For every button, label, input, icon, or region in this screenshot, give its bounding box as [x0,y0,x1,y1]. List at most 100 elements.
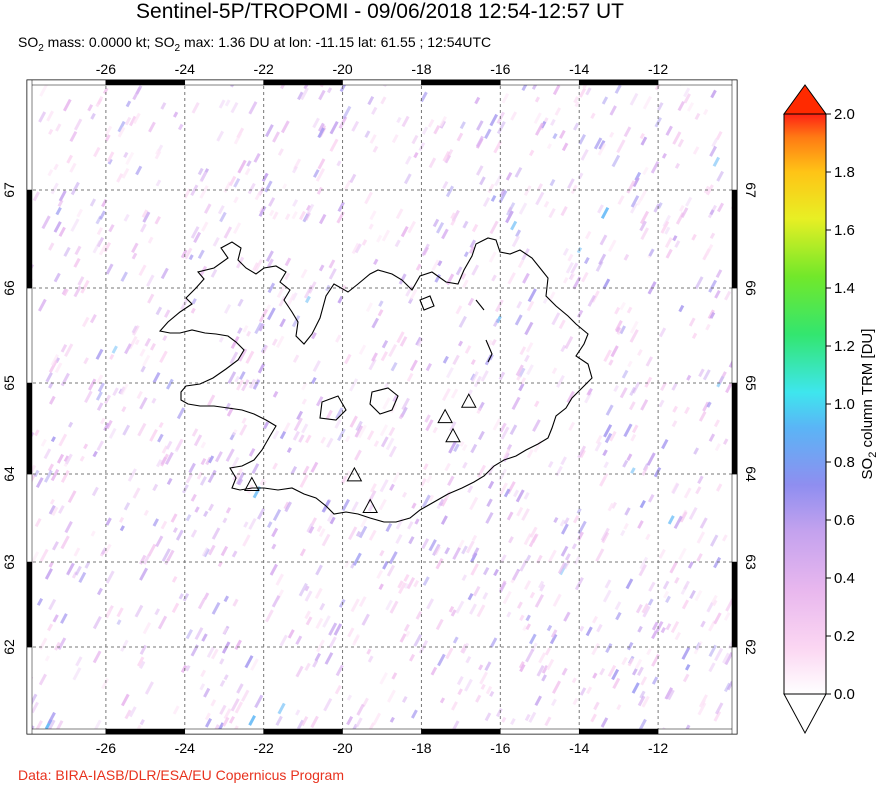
so2-pixel [34,429,40,437]
so2-pixel [235,379,244,391]
so2-pixel [411,502,417,509]
so2-pixel [688,317,696,327]
so2-pixel [525,623,532,631]
so2-pixel [272,131,280,143]
so2-pixel [570,262,579,275]
so2-pixel [351,501,359,512]
so2-pixel [553,517,559,524]
so2-pixel [576,507,582,515]
so2-pixel [248,447,256,457]
so2-pixel [475,135,484,148]
so2-pixel [380,436,389,448]
so2-pixel [291,211,298,220]
frame-band-top [342,79,422,86]
so2-pixel [178,593,184,600]
so2-pixel [371,352,378,362]
map-frame-ruler [26,79,738,735]
so2-pixel [486,498,493,508]
so2-pixel [246,484,254,494]
colorbar-tick-label: 1.2 [834,338,855,355]
so2-pixel [674,577,680,584]
so2-pixel [316,186,323,195]
so2-pixel [669,560,679,574]
so2-pixel [435,558,444,570]
so2-pixel [241,689,250,702]
so2-pixel [664,237,673,249]
lon-tick-label-top: -22 [254,61,274,77]
so2-pixel [103,543,112,556]
so2-pixel [501,716,507,723]
so2-pixel [568,421,576,431]
so2-pixel [300,268,308,279]
so2-pixel [320,436,327,444]
so2-pixel [632,424,639,434]
so2-pixel [386,564,395,577]
so2-pixel [193,434,203,447]
so2-pixel [277,702,286,715]
so2-pixel [246,160,252,167]
so2-pixel [60,535,70,550]
so2-pixel [194,627,204,641]
so2-pixel [74,245,82,256]
so2-pixel [172,705,180,715]
so2-pixel [683,87,691,98]
so2-pixel [144,337,152,347]
so2-pixel [233,222,242,235]
so2-pixel [139,567,149,581]
so2-pixel [702,369,711,381]
so2-pixel [92,615,102,630]
so2-pixel [147,236,154,244]
so2-pixel [207,469,217,484]
so2-pixel [619,301,626,311]
so2-pixel [715,269,723,279]
so2-pixel [180,664,188,674]
so2-pixel [259,478,265,486]
so2-pixel [493,140,503,154]
so2-pixel [637,349,643,357]
so2-pixel [298,582,308,597]
so2-pixel [252,379,261,390]
so2-pixel [38,111,47,123]
so2-pixel [700,620,706,628]
so2-pixel [247,182,256,195]
so2-pixel [358,525,368,539]
so2-pixel [409,653,415,662]
so2-pixel [211,527,221,540]
so2-pixel [500,426,510,440]
so2-pixel [185,629,193,640]
so2-pixel [329,120,339,135]
so2-pixel [660,381,668,392]
so2-pixel [574,101,580,108]
so2-pixel [237,159,247,174]
so2-pixel [134,604,144,618]
so2-pixel [507,272,516,285]
so2-pixel [608,359,614,366]
so2-pixel [118,516,125,523]
so2-pixel [552,133,558,140]
colorbar-tick-label: 2.0 [834,106,855,123]
so2-pixel [517,259,525,269]
so2-pixel [437,653,446,667]
so2-pixel [406,372,414,382]
so2-pixel [698,411,707,422]
so2-pixel [388,551,398,565]
so2-pixel [651,676,659,685]
so2-pixel [389,600,399,614]
so2-pixel [691,332,698,340]
so2-pixel [456,132,464,142]
so2-pixel [470,563,479,576]
so2-pixel [646,452,656,466]
so2-pixel [641,603,649,614]
so2-pixel [476,407,483,415]
so2-pixel [598,140,606,150]
so2-pixel [658,548,666,559]
so2-pixel [199,476,207,486]
so2-pixel [558,319,566,330]
so2-pixel [566,390,575,404]
so2-pixel [304,212,311,221]
so2-pixel [406,577,416,590]
so2-pixel [196,471,203,480]
lon-tick-label-bottom: -20 [332,740,352,756]
so2-pixel [100,547,107,555]
so2-pixel [461,443,468,452]
